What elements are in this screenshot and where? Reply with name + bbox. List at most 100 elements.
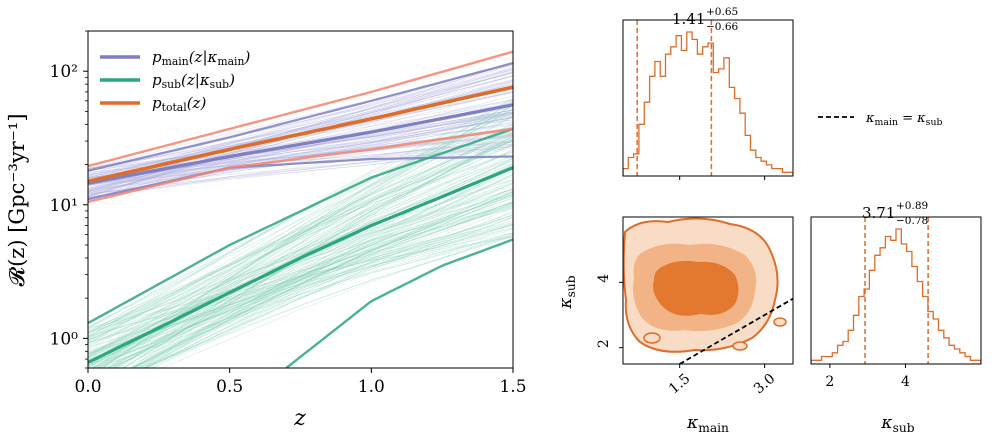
histogram-steps bbox=[811, 228, 981, 364]
series-line bbox=[88, 50, 513, 168]
posterior-draw bbox=[106, 183, 513, 368]
posterior-draw bbox=[88, 194, 513, 329]
posterior-draw bbox=[145, 216, 513, 368]
posterior-draw bbox=[152, 211, 513, 368]
hist1-frame bbox=[622, 19, 794, 177]
posterior-draw bbox=[88, 67, 513, 189]
posterior-draw bbox=[92, 105, 513, 368]
posterior-draw bbox=[88, 75, 513, 180]
posterior-draw bbox=[88, 105, 513, 361]
posterior-draw bbox=[144, 214, 513, 368]
x-tick-label: 0.0 bbox=[74, 377, 101, 397]
posterior-draw bbox=[88, 192, 513, 346]
posterior-draw bbox=[138, 194, 513, 368]
posterior-draw bbox=[88, 141, 513, 179]
posterior-draw bbox=[133, 174, 513, 368]
posterior-draw bbox=[144, 201, 513, 368]
posterior-draw bbox=[88, 117, 513, 189]
posterior-draw bbox=[88, 151, 513, 340]
posterior-draw bbox=[88, 112, 513, 328]
x-tick-label: 1.5 bbox=[499, 377, 526, 397]
posterior-draw bbox=[132, 191, 513, 368]
contour-x-label: κmain bbox=[686, 413, 729, 435]
posterior-draw bbox=[88, 179, 513, 340]
kappa-sub-histogram: 2 4 3.71 +0.89 −0.78 κsub bbox=[810, 200, 982, 435]
posterior-draw bbox=[139, 167, 513, 368]
posterior-draw bbox=[88, 215, 513, 366]
posterior-draw bbox=[88, 150, 513, 332]
posterior-draw bbox=[132, 168, 513, 368]
main-axes-frame bbox=[87, 30, 514, 369]
posterior-draw bbox=[100, 108, 513, 368]
posterior-draw bbox=[88, 81, 513, 191]
posterior-draw bbox=[88, 228, 513, 355]
posterior-draw bbox=[88, 102, 513, 357]
posterior-draw bbox=[88, 116, 513, 366]
main-y-label: 𝓡(z) [Gpc⁻³yr⁻¹] bbox=[5, 113, 29, 286]
histogram-steps bbox=[623, 31, 793, 176]
posterior-draw bbox=[88, 163, 513, 361]
posterior-draw bbox=[88, 111, 513, 171]
posterior-draw bbox=[91, 205, 513, 368]
posterior-draw bbox=[88, 154, 513, 358]
posterior-draw bbox=[88, 202, 513, 364]
posterior-draw bbox=[88, 61, 513, 197]
posterior-draw bbox=[88, 222, 513, 333]
posterior-draw bbox=[88, 157, 513, 333]
posterior-draw bbox=[97, 138, 513, 368]
posterior-draw bbox=[88, 90, 513, 194]
posterior-draw bbox=[88, 113, 513, 193]
posterior-draw bbox=[107, 233, 513, 368]
posterior-draw bbox=[88, 115, 513, 186]
posterior-draw bbox=[88, 227, 513, 344]
posterior-draw bbox=[88, 193, 513, 365]
legend-label-sub: psub(z|κsub) bbox=[152, 71, 235, 91]
posterior-draw bbox=[132, 173, 513, 368]
hist2-frame bbox=[810, 216, 982, 365]
posterior-draw bbox=[88, 157, 513, 359]
posterior-draw bbox=[121, 212, 513, 368]
legend: pmain(z|κmain) psub(z|κsub) ptotal(z) bbox=[100, 48, 250, 114]
posterior-draw bbox=[88, 112, 513, 185]
posterior-draw bbox=[88, 143, 513, 334]
posterior-draw bbox=[88, 80, 513, 176]
joint-contour-plot: 1.5 3.0 2 4 κmain κsub bbox=[556, 216, 794, 435]
posterior-draw bbox=[105, 193, 513, 368]
hist2-title-plus: +0.89 bbox=[896, 200, 928, 212]
posterior-draw bbox=[88, 203, 513, 362]
posterior-draw bbox=[88, 140, 513, 333]
posterior-draw bbox=[88, 132, 513, 340]
posterior-draw bbox=[88, 201, 513, 366]
contour-x-tick-label: 3.0 bbox=[751, 371, 778, 398]
posterior-draw bbox=[88, 205, 513, 331]
posterior-draw bbox=[98, 149, 513, 368]
posterior-draw bbox=[88, 109, 513, 196]
series-line bbox=[88, 127, 513, 204]
posterior-draw bbox=[88, 133, 513, 339]
posterior-draw bbox=[117, 126, 513, 368]
posterior-draw bbox=[88, 109, 513, 358]
posterior-draw bbox=[133, 179, 513, 368]
rate-plot: 0.0 0.5 1.0 1.5 10⁰ 10¹ 10² pmain(z|κmain) ps… bbox=[5, 30, 527, 431]
hist2-x-label: κsub bbox=[880, 413, 914, 435]
reference-legend-label: κmain = κsub bbox=[865, 111, 942, 128]
posterior-draw bbox=[88, 201, 513, 342]
posterior-draw bbox=[88, 116, 513, 190]
posterior-draw bbox=[108, 104, 513, 368]
posterior-draw bbox=[88, 127, 513, 184]
series-line bbox=[88, 155, 513, 201]
main-x-label: z bbox=[293, 406, 306, 431]
hist2-title-minus: −0.78 bbox=[896, 215, 928, 227]
posterior-draw bbox=[88, 183, 513, 355]
posterior-draw bbox=[88, 127, 513, 185]
posterior-draw bbox=[92, 197, 513, 368]
posterior-draw bbox=[88, 103, 513, 169]
posterior-draw bbox=[88, 179, 513, 336]
posterior-draw bbox=[88, 109, 513, 186]
posterior-draw bbox=[133, 191, 513, 368]
kappa-main-histogram: 1.41 +0.65 −0.66 bbox=[622, 6, 794, 180]
posterior-draw bbox=[131, 182, 513, 368]
y-tick-label: 10¹ bbox=[50, 196, 78, 216]
posterior-draw bbox=[161, 233, 513, 368]
